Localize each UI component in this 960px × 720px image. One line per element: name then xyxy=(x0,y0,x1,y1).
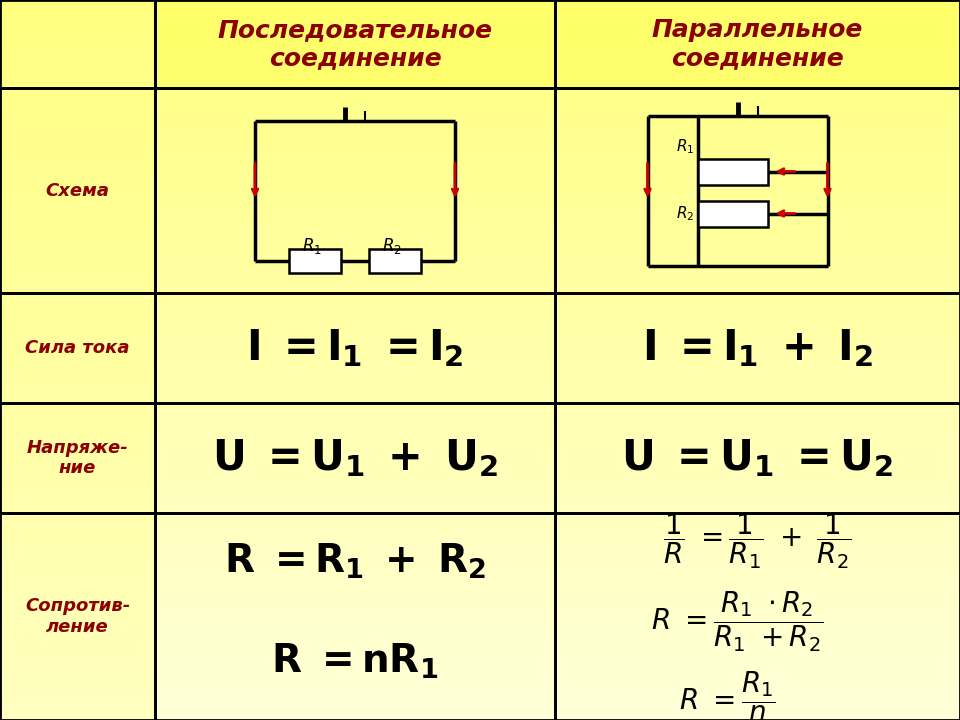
Text: Сопротив-
ление: Сопротив- ление xyxy=(25,597,131,636)
Bar xyxy=(0,403,155,513)
Text: Напряже-
ние: Напряже- ние xyxy=(27,438,129,477)
Bar xyxy=(155,0,555,88)
Bar xyxy=(0,403,155,513)
Text: Схема: Схема xyxy=(45,181,109,199)
Text: $R\ =\dfrac{R_1\ \cdot R_2}{R_1\ +R_2}$: $R\ =\dfrac{R_1\ \cdot R_2}{R_1\ +R_2}$ xyxy=(651,590,824,654)
Bar xyxy=(555,513,960,720)
Bar xyxy=(698,200,767,227)
Bar xyxy=(698,158,767,184)
Bar xyxy=(155,0,555,88)
Bar xyxy=(555,0,960,88)
Bar xyxy=(555,88,960,293)
Text: $R_1$: $R_1$ xyxy=(676,138,694,156)
Bar xyxy=(289,248,341,272)
Text: $R\ =\dfrac{R_1}{n}$: $R\ =\dfrac{R_1}{n}$ xyxy=(679,670,776,720)
Text: $R_2$: $R_2$ xyxy=(676,204,694,223)
Text: Параллельное
соединение: Параллельное соединение xyxy=(652,18,863,70)
Bar xyxy=(0,88,155,293)
Text: $R_1$: $R_1$ xyxy=(302,235,322,256)
Bar xyxy=(155,88,555,293)
Bar xyxy=(0,88,155,293)
Text: $R_2$: $R_2$ xyxy=(382,235,402,256)
Text: $\mathbf{R\ =nR_1}$: $\mathbf{R\ =nR_1}$ xyxy=(272,642,439,681)
Text: $\mathbf{I\ =I_1\ +\ I_2}$: $\mathbf{I\ =I_1\ +\ I_2}$ xyxy=(642,327,873,369)
Text: $\mathbf{U\ =U_1\ +\ U_2}$: $\mathbf{U\ =U_1\ +\ U_2}$ xyxy=(212,437,498,479)
Bar xyxy=(555,0,960,88)
Bar xyxy=(0,293,155,403)
Bar xyxy=(0,513,155,720)
Text: $\mathbf{I\ =I_1\ =I_2}$: $\mathbf{I\ =I_1\ =I_2}$ xyxy=(246,327,464,369)
Bar xyxy=(369,248,421,272)
Bar xyxy=(155,513,555,720)
Text: $\dfrac{1}{R}\ =\dfrac{1}{R_1}\ +\ \dfrac{1}{R_2}$: $\dfrac{1}{R}\ =\dfrac{1}{R_1}\ +\ \dfra… xyxy=(663,512,852,571)
Bar xyxy=(155,293,555,403)
Bar xyxy=(555,293,960,403)
Bar xyxy=(155,403,555,513)
Bar xyxy=(555,403,960,513)
Bar xyxy=(0,293,155,403)
Bar xyxy=(0,513,155,720)
Text: $\mathbf{R\ =R_1\ +\ R_2}$: $\mathbf{R\ =R_1\ +\ R_2}$ xyxy=(224,542,486,581)
Text: $\mathbf{U\ =U_1\ =U_2}$: $\mathbf{U\ =U_1\ =U_2}$ xyxy=(621,437,894,479)
Bar xyxy=(0,0,155,88)
Text: Сила тока: Сила тока xyxy=(25,339,130,357)
Text: Последовательное
соединение: Последовательное соединение xyxy=(217,18,492,70)
